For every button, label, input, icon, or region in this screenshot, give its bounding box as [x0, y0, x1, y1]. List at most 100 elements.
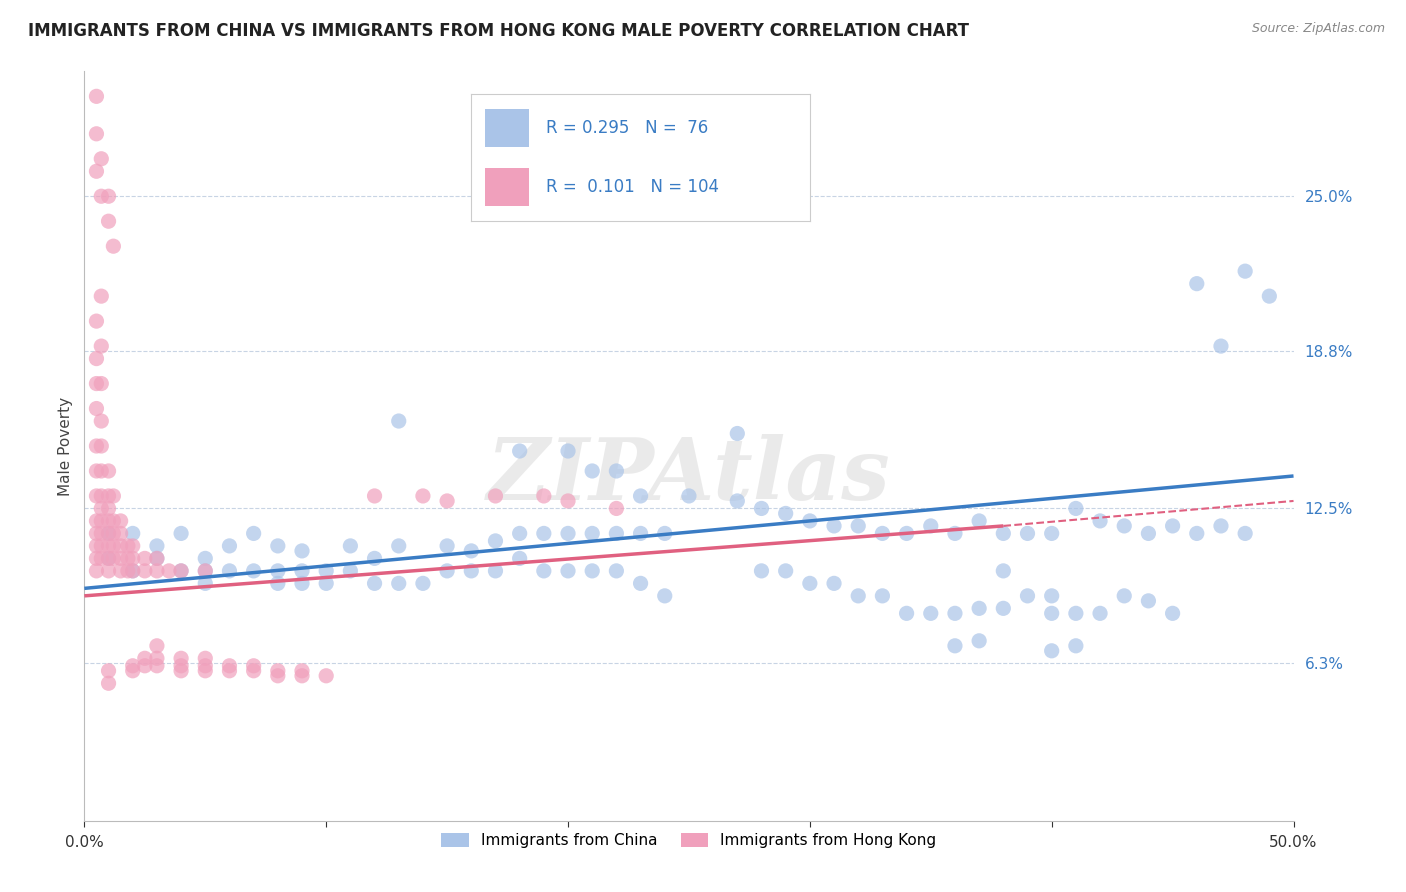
Point [1064, 501, 1087, 516]
Point [86, 539, 108, 553]
Point [436, 564, 458, 578]
Point [1114, 589, 1136, 603]
Point [509, 526, 531, 541]
Point [117, 564, 139, 578]
Point [581, 464, 603, 478]
Point [97, 189, 120, 203]
Point [134, 551, 156, 566]
Point [823, 576, 845, 591]
Point [242, 658, 264, 673]
Point [509, 551, 531, 566]
Point [363, 551, 385, 566]
Point [134, 564, 156, 578]
Point [920, 519, 942, 533]
Point [146, 551, 169, 566]
Point [170, 651, 193, 665]
Point [86, 439, 108, 453]
Point [1185, 526, 1208, 541]
Point [1161, 607, 1184, 621]
Point [1137, 526, 1160, 541]
Point [267, 669, 290, 683]
Point [90, 152, 112, 166]
Point [533, 526, 555, 541]
Point [170, 564, 193, 578]
Point [291, 576, 314, 591]
Point [103, 514, 125, 528]
Point [86, 376, 108, 391]
Point [605, 501, 627, 516]
Point [134, 658, 156, 673]
Point [751, 501, 773, 516]
Point [242, 526, 264, 541]
Point [291, 544, 314, 558]
Point [460, 544, 482, 558]
Point [97, 526, 120, 541]
Point [103, 551, 125, 566]
Point [170, 664, 193, 678]
Point [170, 658, 193, 673]
Point [121, 664, 143, 678]
Point [134, 651, 156, 665]
Point [943, 639, 966, 653]
Point [388, 576, 411, 591]
Point [97, 676, 120, 690]
Point [90, 539, 112, 553]
Point [896, 607, 918, 621]
Point [799, 514, 821, 528]
Point [751, 564, 773, 578]
Point [654, 526, 676, 541]
Point [86, 464, 108, 478]
Point [146, 658, 169, 673]
Point [581, 526, 603, 541]
Point [1258, 289, 1281, 303]
Point [267, 664, 290, 678]
Text: Source: ZipAtlas.com: Source: ZipAtlas.com [1251, 22, 1385, 36]
Point [605, 526, 627, 541]
Point [170, 564, 193, 578]
Point [86, 564, 108, 578]
Point [90, 526, 112, 541]
Point [1234, 526, 1257, 541]
Point [97, 539, 120, 553]
Point [872, 526, 894, 541]
Point [146, 539, 169, 553]
Point [194, 564, 217, 578]
Point [110, 526, 132, 541]
Point [943, 526, 966, 541]
Point [339, 539, 361, 553]
Point [103, 539, 125, 553]
Point [725, 494, 748, 508]
Point [846, 519, 869, 533]
Point [339, 564, 361, 578]
Point [581, 564, 603, 578]
Point [557, 494, 579, 508]
Point [557, 526, 579, 541]
Point [97, 214, 120, 228]
Point [1137, 594, 1160, 608]
Point [86, 514, 108, 528]
Point [1209, 339, 1232, 353]
Point [86, 489, 108, 503]
Point [1088, 607, 1111, 621]
Point [436, 539, 458, 553]
Point [218, 564, 240, 578]
Point [97, 501, 120, 516]
Point [1040, 607, 1063, 621]
Point [291, 564, 314, 578]
Point [97, 551, 120, 566]
Y-axis label: Male Poverty: Male Poverty [58, 396, 73, 496]
Point [146, 564, 169, 578]
Point [557, 444, 579, 458]
Point [605, 464, 627, 478]
Point [90, 339, 112, 353]
Point [121, 539, 143, 553]
Point [121, 526, 143, 541]
Point [218, 539, 240, 553]
Point [121, 564, 143, 578]
Point [533, 564, 555, 578]
Point [218, 664, 240, 678]
Point [86, 164, 108, 178]
Point [557, 564, 579, 578]
Point [484, 564, 506, 578]
Point [799, 576, 821, 591]
